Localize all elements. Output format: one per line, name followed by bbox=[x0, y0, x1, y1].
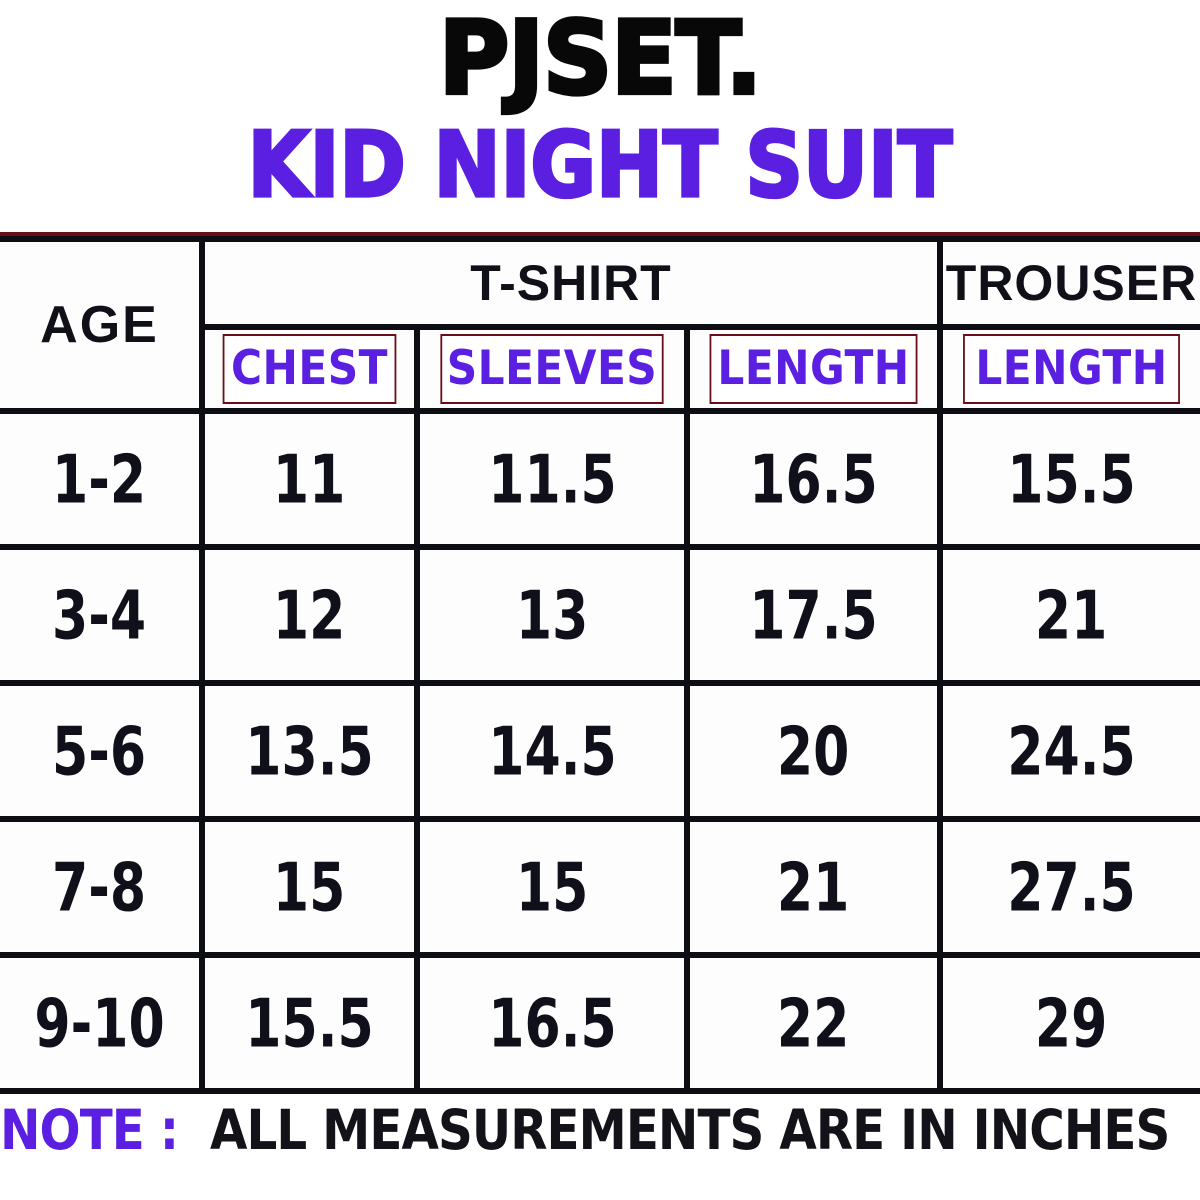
cell-age-value: 1-2 bbox=[52, 439, 147, 519]
cell-sleeves-value: 14.5 bbox=[487, 711, 617, 791]
cell-trouser-length: 29 bbox=[937, 952, 1200, 1094]
cell-chest-value: 11 bbox=[273, 439, 346, 519]
column-header-tshirt: T-SHIRT bbox=[198, 236, 944, 330]
cell-tshirt-length: 20 bbox=[683, 680, 944, 822]
column-header-sleeves: SLEEVES bbox=[414, 324, 690, 414]
table-row: 1-2 11 11.5 16.5 15.5 bbox=[0, 408, 1200, 550]
cell-chest: 12 bbox=[199, 544, 420, 686]
table-row: 5-6 13.5 14.5 20 24.5 bbox=[0, 680, 1200, 822]
cell-chest: 13.5 bbox=[199, 680, 420, 822]
cell-tshirt-length: 21 bbox=[683, 816, 944, 958]
cell-trouser-length-value: 27.5 bbox=[1007, 847, 1136, 927]
column-header-chest-label: CHEST bbox=[222, 334, 397, 404]
cell-chest-value: 15.5 bbox=[245, 983, 374, 1063]
cell-sleeves-value: 11.5 bbox=[487, 439, 617, 519]
cell-trouser-length: 24.5 bbox=[937, 680, 1200, 822]
cell-sleeves-value: 15 bbox=[515, 847, 589, 927]
cell-trouser-length-value: 24.5 bbox=[1007, 711, 1136, 791]
cell-sleeves: 15 bbox=[414, 816, 690, 958]
cell-sleeves: 14.5 bbox=[414, 680, 690, 822]
table-header-sub-row: CHEST SLEEVES LENGTH LENGTH bbox=[0, 324, 1200, 414]
column-header-trouser: TROUSER bbox=[937, 236, 1200, 330]
table-top-accent-line bbox=[0, 232, 1200, 236]
note-label: NOTE : bbox=[0, 1099, 179, 1163]
cell-sleeves: 11.5 bbox=[414, 408, 690, 550]
cell-age-value: 5-6 bbox=[52, 711, 147, 791]
cell-chest-value: 15 bbox=[273, 847, 346, 927]
cell-trouser-length: 15.5 bbox=[937, 408, 1200, 550]
column-header-trouser-length: LENGTH bbox=[937, 324, 1200, 414]
cell-sleeves: 16.5 bbox=[414, 952, 690, 1094]
cell-tshirt-length-value: 17.5 bbox=[749, 575, 878, 655]
cell-sleeves: 13 bbox=[414, 544, 690, 686]
cell-trouser-length: 27.5 bbox=[937, 816, 1200, 958]
cell-tshirt-length: 17.5 bbox=[683, 544, 944, 686]
cell-trouser-length-value: 29 bbox=[1035, 983, 1108, 1063]
cell-sleeves-value: 13 bbox=[515, 575, 589, 655]
cell-tshirt-length-value: 16.5 bbox=[749, 439, 878, 519]
cell-age: 7-8 bbox=[0, 816, 205, 958]
column-header-tshirt-length-label: LENGTH bbox=[709, 334, 918, 404]
cell-tshirt-length: 22 bbox=[683, 952, 944, 1094]
cell-age-value: 3-4 bbox=[52, 575, 147, 655]
table-body: 1-2 11 11.5 16.5 15.5 3-4 12 13 17.5 21 5-6 13.5 14.… bbox=[0, 408, 1200, 1094]
table-header: AGE T-SHIRT TROUSER CHEST SLEEVES LENGTH… bbox=[0, 236, 1200, 414]
cell-trouser-length: 21 bbox=[937, 544, 1200, 686]
column-header-tshirt-length: LENGTH bbox=[683, 324, 944, 414]
cell-age-value: 9-10 bbox=[34, 983, 165, 1063]
cell-chest-value: 12 bbox=[273, 575, 346, 655]
size-chart-table: AGE T-SHIRT TROUSER CHEST SLEEVES LENGTH… bbox=[0, 236, 1200, 1094]
column-header-age: AGE bbox=[0, 236, 205, 414]
cell-sleeves-value: 16.5 bbox=[487, 983, 617, 1063]
column-header-sleeves-label: SLEEVES bbox=[440, 334, 664, 404]
table-row: 9-10 15.5 16.5 22 29 bbox=[0, 952, 1200, 1094]
title-block: PJSET. KID NIGHT SUIT bbox=[0, 0, 1200, 213]
cell-chest-value: 13.5 bbox=[245, 711, 374, 791]
table-row: 3-4 12 13 17.5 21 bbox=[0, 544, 1200, 686]
cell-chest: 11 bbox=[199, 408, 420, 550]
cell-age: 5-6 bbox=[0, 680, 205, 822]
column-header-trouser-length-label: LENGTH bbox=[963, 334, 1180, 404]
column-header-chest: CHEST bbox=[202, 324, 420, 414]
table-row: 7-8 15 15 21 27.5 bbox=[0, 816, 1200, 958]
table-header-group-row: AGE T-SHIRT TROUSER bbox=[0, 236, 1200, 414]
cell-tshirt-length-value: 20 bbox=[777, 711, 850, 791]
cell-trouser-length-value: 21 bbox=[1035, 575, 1108, 655]
cell-tshirt-length-value: 22 bbox=[777, 983, 850, 1063]
note-line: NOTE : ALL MEASUREMENTS ARE IN INCHES bbox=[0, 1099, 1200, 1163]
size-chart-table-wrapper: AGE T-SHIRT TROUSER CHEST SLEEVES LENGTH… bbox=[0, 232, 1200, 1094]
cell-age: 3-4 bbox=[0, 544, 205, 686]
page-subtitle: KID NIGHT SUIT bbox=[246, 112, 954, 218]
note-text: ALL MEASUREMENTS ARE IN INCHES bbox=[209, 1099, 1170, 1163]
brand-title: PJSET. bbox=[437, 0, 764, 118]
cell-age-value: 7-8 bbox=[52, 847, 147, 927]
cell-chest: 15.5 bbox=[199, 952, 420, 1094]
cell-age: 1-2 bbox=[0, 408, 205, 550]
cell-tshirt-length-value: 21 bbox=[777, 847, 850, 927]
cell-chest: 15 bbox=[199, 816, 420, 958]
cell-age: 9-10 bbox=[0, 952, 205, 1094]
cell-tshirt-length: 16.5 bbox=[683, 408, 944, 550]
cell-trouser-length-value: 15.5 bbox=[1007, 439, 1136, 519]
